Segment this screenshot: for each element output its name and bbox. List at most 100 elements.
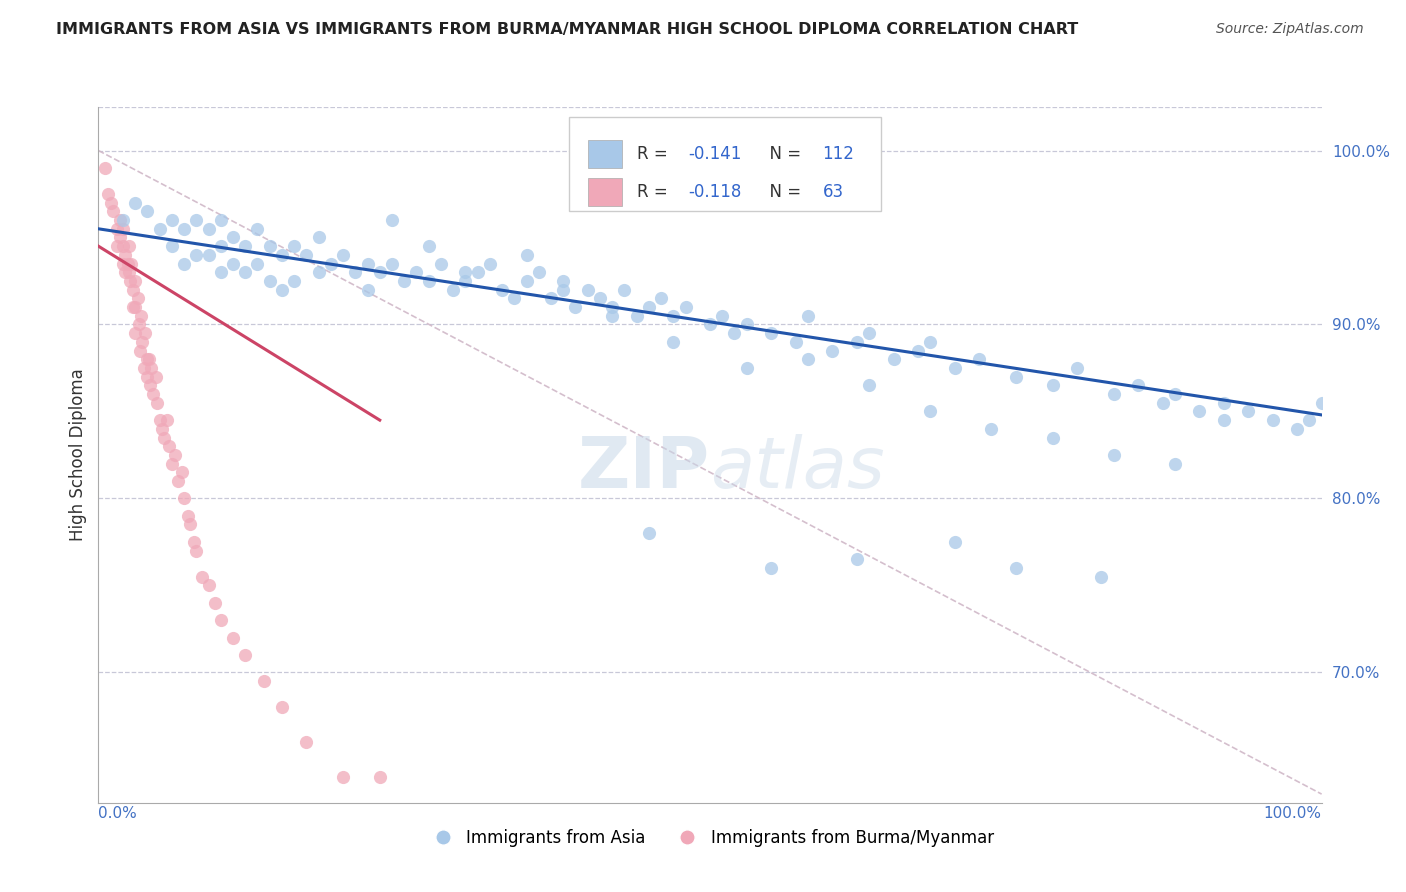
Point: [332, 248, 354, 262]
Point: [186, 248, 208, 262]
Point: [626, 309, 648, 323]
Point: [553, 274, 575, 288]
Point: [576, 283, 599, 297]
Point: [675, 300, 697, 314]
Point: [368, 770, 391, 784]
Point: [711, 309, 734, 323]
Point: [845, 334, 868, 349]
Point: [233, 239, 256, 253]
Point: [662, 309, 685, 323]
Point: [114, 248, 136, 262]
FancyBboxPatch shape: [569, 118, 882, 211]
Point: [858, 378, 880, 392]
Point: [167, 474, 190, 488]
Point: [1004, 369, 1026, 384]
Point: [186, 543, 208, 558]
Text: 63: 63: [823, 183, 844, 202]
Point: [356, 283, 378, 297]
Point: [177, 508, 200, 523]
Point: [124, 326, 146, 340]
Point: [222, 631, 245, 645]
Point: [381, 256, 404, 270]
Bar: [588, 140, 621, 168]
Point: [111, 256, 134, 270]
Point: [797, 309, 820, 323]
Point: [270, 700, 294, 714]
Point: [491, 283, 513, 297]
Point: [1102, 448, 1125, 462]
Point: [105, 222, 128, 236]
Point: [1090, 569, 1112, 583]
Point: [105, 239, 128, 253]
Point: [270, 248, 294, 262]
Point: [118, 239, 141, 253]
Point: [179, 517, 201, 532]
Text: atlas: atlas: [710, 434, 884, 503]
Text: 0.0%: 0.0%: [98, 806, 138, 822]
Text: R =: R =: [637, 183, 672, 202]
Point: [515, 274, 537, 288]
Point: [197, 222, 219, 236]
Point: [467, 265, 489, 279]
Point: [209, 613, 232, 627]
Point: [527, 265, 550, 279]
Point: [209, 265, 232, 279]
Point: [564, 300, 586, 314]
Point: [1164, 387, 1187, 401]
Point: [858, 326, 880, 340]
Point: [97, 187, 120, 202]
Point: [173, 256, 195, 270]
Legend: Immigrants from Asia, Immigrants from Burma/Myanmar: Immigrants from Asia, Immigrants from Bu…: [419, 822, 1001, 854]
Point: [392, 274, 416, 288]
Point: [441, 283, 464, 297]
Point: [157, 439, 180, 453]
Point: [540, 291, 562, 305]
Point: [120, 274, 142, 288]
Point: [1188, 404, 1211, 418]
Point: [246, 256, 269, 270]
Point: [1212, 413, 1234, 427]
Point: [295, 735, 318, 749]
Point: [124, 274, 146, 288]
Text: N =: N =: [759, 145, 806, 163]
Point: [405, 265, 427, 279]
Point: [662, 334, 685, 349]
Point: [222, 256, 245, 270]
Point: [129, 343, 152, 358]
Point: [600, 309, 623, 323]
Point: [186, 213, 208, 227]
Point: [160, 457, 183, 471]
Point: [129, 309, 152, 323]
Point: [233, 265, 256, 279]
Point: [1212, 395, 1234, 409]
Point: [967, 352, 990, 367]
Point: [233, 648, 256, 662]
Text: Source: ZipAtlas.com: Source: ZipAtlas.com: [1216, 22, 1364, 37]
Point: [111, 222, 134, 236]
Point: [146, 395, 169, 409]
Point: [600, 300, 623, 314]
Point: [283, 274, 305, 288]
Point: [943, 360, 966, 375]
Point: [1102, 387, 1125, 401]
Point: [1042, 378, 1064, 392]
Point: [136, 352, 159, 367]
Point: [173, 491, 195, 506]
Point: [1152, 395, 1174, 409]
Point: [1004, 561, 1026, 575]
Bar: [588, 178, 621, 206]
Point: [110, 213, 132, 227]
Point: [93, 161, 115, 175]
Point: [797, 352, 820, 367]
Point: [121, 300, 143, 314]
Point: [381, 213, 404, 227]
Point: [503, 291, 526, 305]
Point: [197, 248, 219, 262]
Point: [170, 466, 193, 480]
Point: [136, 204, 159, 219]
Point: [723, 326, 745, 340]
Point: [883, 352, 905, 367]
Point: [120, 256, 142, 270]
Point: [160, 239, 183, 253]
Point: [139, 360, 162, 375]
